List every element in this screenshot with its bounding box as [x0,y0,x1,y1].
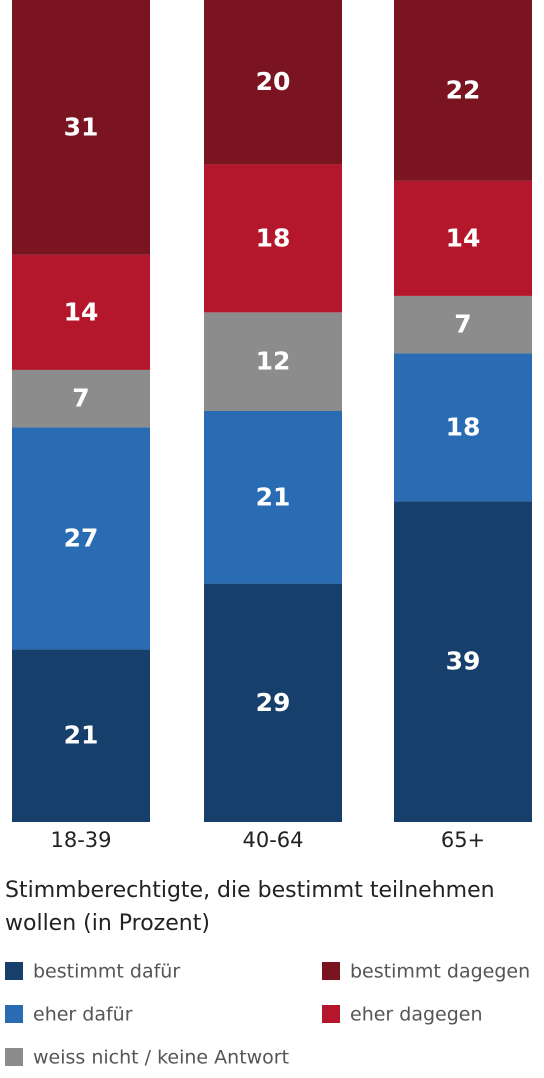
bar-segment [12,427,150,650]
value-label: 7 [454,310,471,339]
bar-segment [394,295,532,354]
legend-label: weiss nicht / keine Antwort [33,1047,289,1069]
legend-swatch [322,1005,340,1023]
bar-segment [204,583,342,822]
bar-segment [12,649,150,822]
legend-swatch [5,962,23,980]
value-label: 21 [256,482,291,511]
value-label: 20 [256,67,291,96]
value-label: 27 [64,523,99,552]
x-tick-label: 65+ [441,828,485,852]
bar-segment [12,0,150,255]
x-tick-label: 40-64 [242,828,303,852]
bar-segment [204,312,342,411]
bar-segment [12,369,150,428]
bar-segment [394,0,532,181]
value-label: 14 [446,223,481,252]
legend-label: bestimmt dagegen [350,961,530,983]
legend-label: bestimmt dafür [33,961,180,983]
value-label: 29 [256,688,291,717]
value-label: 39 [446,647,481,676]
value-label: 21 [64,721,99,750]
value-label: 12 [256,347,291,376]
value-label: 18 [446,412,481,441]
bar-segment [204,411,342,584]
legend-swatch [5,1005,23,1023]
value-label: 31 [64,112,99,141]
value-label: 18 [256,223,291,252]
x-tick-label: 18-39 [50,828,111,852]
bar-segment [394,180,532,296]
value-label: 7 [72,384,89,413]
bar-segment [394,353,532,502]
bar-segment [204,0,342,165]
chart-title: Stimmberechtigte, die bestimmt teilnehme… [5,878,495,936]
legend-label: eher dafür [33,1004,133,1026]
legend-swatch [5,1048,23,1066]
bar-segment [12,254,150,370]
legend-swatch [322,962,340,980]
bar-segment [204,164,342,313]
legend-label: eher dagegen [350,1004,483,1026]
value-label: 14 [64,297,99,326]
value-label: 22 [446,75,481,104]
bar-segment [394,501,532,822]
